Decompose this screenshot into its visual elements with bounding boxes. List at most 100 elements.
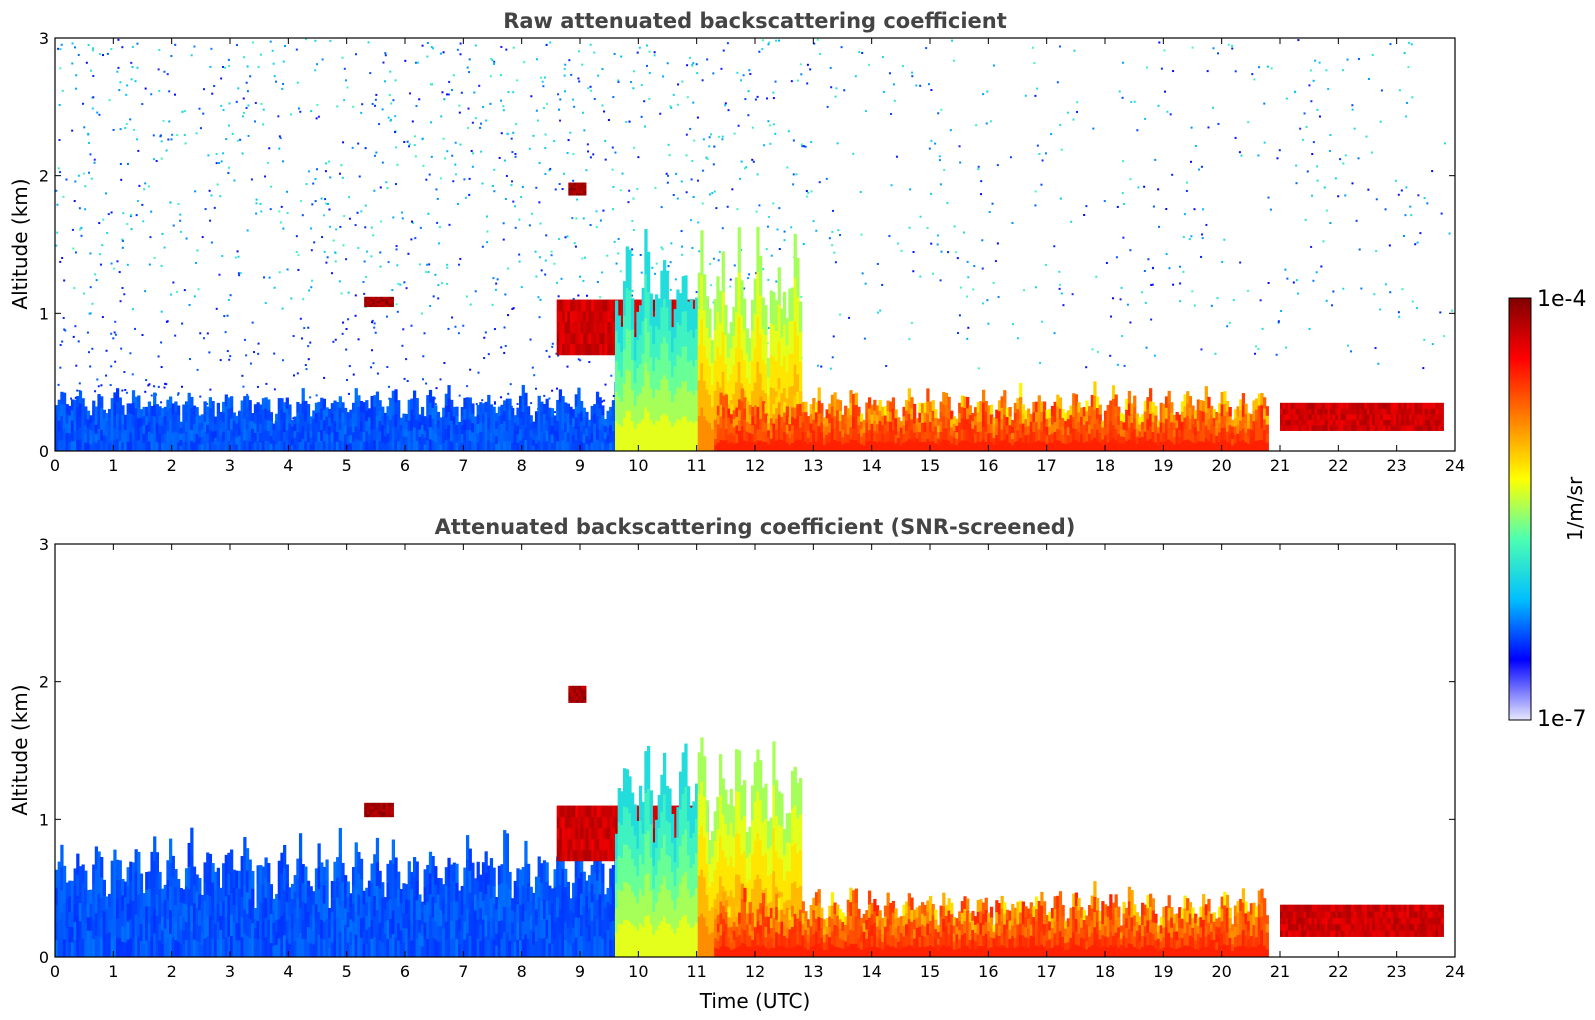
heat-cell bbox=[492, 415, 496, 426]
noise-speck bbox=[726, 205, 729, 208]
heat-cell bbox=[997, 400, 1002, 412]
heat-cell bbox=[564, 321, 568, 334]
noise-speck bbox=[396, 310, 399, 313]
heat-cell bbox=[575, 189, 579, 194]
heat-cell bbox=[296, 401, 300, 413]
heat-cell bbox=[745, 328, 749, 354]
noise-speck bbox=[226, 314, 229, 317]
noise-speck bbox=[87, 141, 90, 144]
heat-cell bbox=[1024, 426, 1028, 436]
heat-cell bbox=[572, 299, 576, 312]
heat-cell bbox=[158, 424, 162, 434]
heat-cell bbox=[1228, 406, 1232, 417]
heat-cell bbox=[1348, 408, 1352, 415]
noise-speck bbox=[73, 287, 76, 290]
heat-cell bbox=[1125, 409, 1129, 421]
heat-cell bbox=[206, 406, 210, 416]
noise-speck bbox=[162, 119, 165, 122]
heat-cell bbox=[1440, 424, 1444, 431]
heat-cell bbox=[1119, 443, 1124, 451]
heat-cell bbox=[388, 296, 392, 300]
heat-cell bbox=[1359, 419, 1363, 426]
heat-cell bbox=[1290, 424, 1294, 431]
noise-speck bbox=[446, 266, 449, 269]
noise-speck bbox=[812, 220, 815, 223]
heat-cell bbox=[190, 429, 194, 441]
noise-speck bbox=[1123, 364, 1126, 367]
heat-cell bbox=[1361, 424, 1365, 431]
noise-speck bbox=[160, 264, 163, 267]
noise-speck bbox=[1217, 122, 1220, 125]
noise-speck bbox=[71, 228, 74, 231]
noise-speck bbox=[444, 157, 447, 160]
noise-speck bbox=[143, 188, 146, 191]
heat-cell bbox=[1435, 408, 1439, 415]
noise-speck bbox=[831, 209, 834, 212]
noise-speck bbox=[758, 204, 761, 207]
noise-speck bbox=[1263, 102, 1266, 105]
heat-cell bbox=[612, 310, 616, 323]
heat-cell bbox=[788, 288, 792, 322]
heat-cell bbox=[1069, 432, 1073, 443]
heat-cell bbox=[166, 430, 170, 442]
heat-cell bbox=[267, 430, 271, 442]
heat-cell bbox=[928, 401, 933, 413]
heat-cell bbox=[505, 409, 510, 421]
heat-cell bbox=[375, 415, 380, 428]
noise-speck bbox=[423, 332, 426, 335]
heat-cell bbox=[591, 343, 595, 356]
heat-cell bbox=[240, 430, 244, 442]
heat-cell bbox=[1231, 438, 1235, 446]
noise-speck bbox=[371, 319, 374, 322]
noise-speck bbox=[987, 322, 990, 325]
heat-cell bbox=[142, 415, 146, 426]
heat-cell bbox=[1066, 410, 1071, 420]
heat-cell bbox=[1162, 422, 1166, 433]
noise-speck bbox=[691, 63, 694, 66]
heat-cell bbox=[1244, 432, 1248, 443]
heat-cell bbox=[569, 406, 573, 417]
heat-cell bbox=[1082, 415, 1086, 426]
noise-speck bbox=[491, 59, 494, 62]
noise-speck bbox=[588, 361, 591, 364]
heat-cell bbox=[296, 431, 300, 442]
heat-cell bbox=[905, 440, 909, 451]
heat-cell bbox=[359, 440, 364, 451]
heat-cell bbox=[397, 410, 401, 422]
heat-cell bbox=[208, 397, 213, 409]
heat-cell bbox=[1406, 413, 1410, 420]
heat-cell bbox=[607, 321, 611, 334]
heat-cell bbox=[860, 413, 864, 422]
heat-cell bbox=[944, 439, 949, 451]
noise-speck bbox=[321, 236, 324, 239]
heat-cell bbox=[248, 400, 252, 411]
noise-speck bbox=[599, 296, 602, 299]
noise-speck bbox=[473, 91, 476, 94]
noise-speck bbox=[936, 243, 939, 246]
heat-cell bbox=[582, 416, 586, 426]
heat-cell bbox=[1008, 433, 1012, 443]
heat-cell bbox=[476, 423, 480, 434]
heat-cell bbox=[769, 322, 773, 356]
heat-cell bbox=[817, 387, 821, 401]
heat-cell bbox=[346, 443, 350, 451]
noise-speck bbox=[1053, 245, 1056, 248]
noise-speck bbox=[428, 263, 431, 266]
heat-cell bbox=[743, 408, 747, 420]
noise-speck bbox=[361, 103, 364, 106]
heat-cell bbox=[264, 429, 268, 441]
heat-cell bbox=[905, 420, 909, 432]
heat-cell bbox=[1066, 426, 1071, 436]
heat-cell bbox=[788, 444, 792, 451]
heat-cell bbox=[548, 416, 552, 426]
heat-cell bbox=[644, 229, 648, 275]
heat-cell bbox=[668, 329, 672, 361]
heat-cell bbox=[564, 299, 568, 312]
noise-speck bbox=[429, 304, 432, 307]
heat-cell bbox=[385, 296, 389, 300]
heat-cell bbox=[65, 432, 69, 443]
heat-cell bbox=[593, 299, 598, 312]
noise-speck bbox=[946, 201, 949, 204]
heat-cell bbox=[769, 354, 773, 388]
noise-speck bbox=[1120, 286, 1123, 289]
